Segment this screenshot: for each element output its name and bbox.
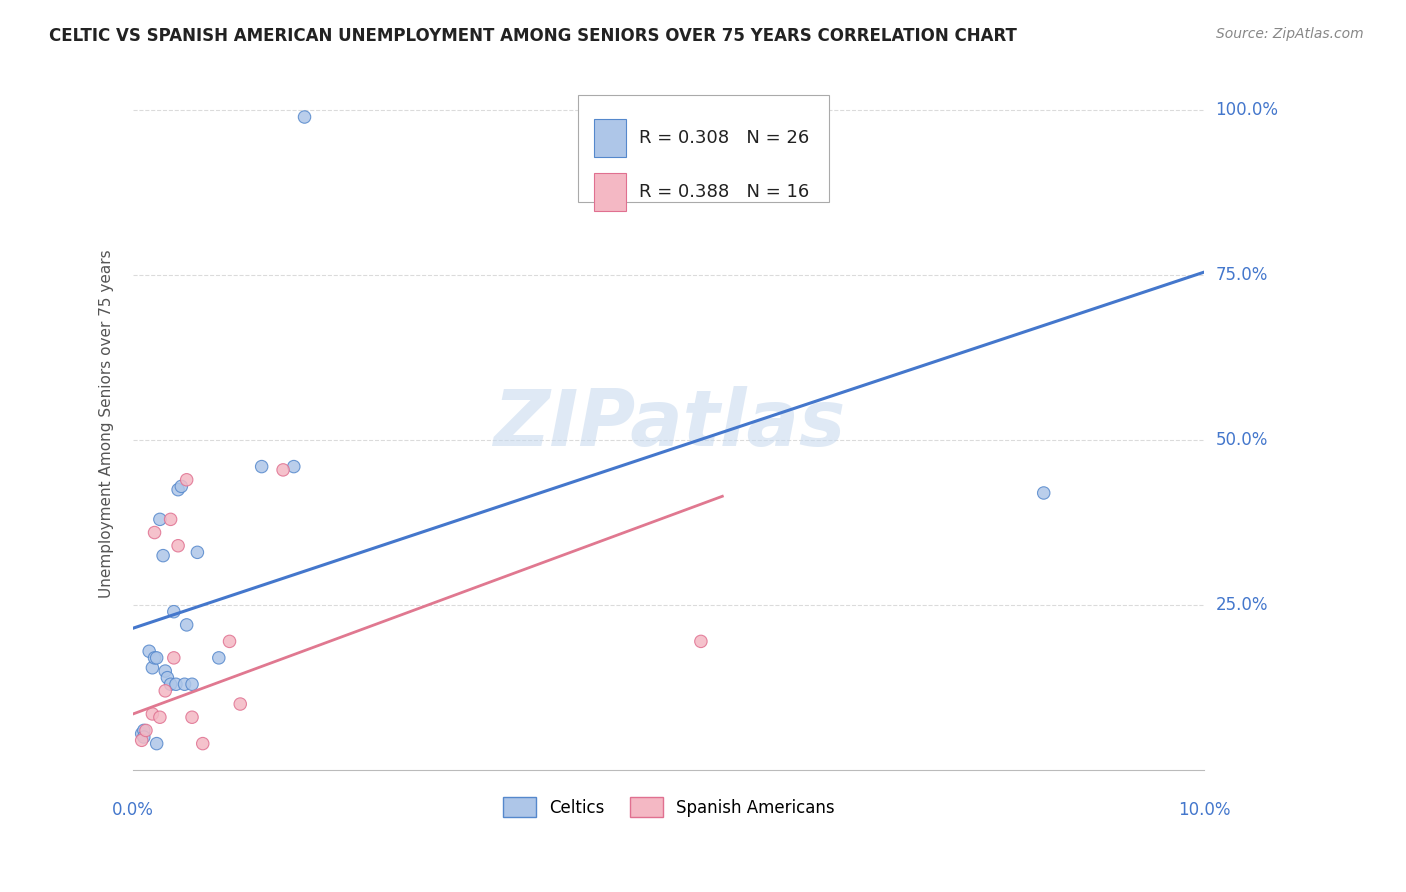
Point bbox=[131, 733, 153, 747]
Text: ZIPatlas: ZIPatlas bbox=[492, 385, 845, 462]
Point bbox=[283, 459, 305, 474]
Point bbox=[132, 723, 155, 738]
Point bbox=[149, 512, 172, 526]
Text: R = 0.308   N = 26: R = 0.308 N = 26 bbox=[638, 129, 808, 147]
Text: 10.0%: 10.0% bbox=[1178, 800, 1230, 819]
Text: 75.0%: 75.0% bbox=[1216, 267, 1268, 285]
Bar bbox=[593, 173, 626, 211]
Text: Source: ZipAtlas.com: Source: ZipAtlas.com bbox=[1216, 27, 1364, 41]
Point bbox=[176, 473, 198, 487]
Text: 25.0%: 25.0% bbox=[1216, 596, 1268, 614]
Point bbox=[690, 634, 713, 648]
Point bbox=[250, 459, 273, 474]
Point bbox=[131, 727, 153, 741]
Point bbox=[159, 677, 181, 691]
Text: 50.0%: 50.0% bbox=[1216, 431, 1268, 450]
Point bbox=[141, 706, 163, 721]
Point bbox=[132, 730, 155, 744]
Point bbox=[149, 710, 172, 724]
Point bbox=[181, 710, 204, 724]
Point bbox=[218, 634, 240, 648]
Point bbox=[271, 463, 294, 477]
Text: 0.0%: 0.0% bbox=[112, 800, 155, 819]
Bar bbox=[593, 119, 626, 157]
Point bbox=[163, 605, 186, 619]
Point bbox=[1032, 486, 1054, 500]
Legend: Celtics, Spanish Americans: Celtics, Spanish Americans bbox=[496, 790, 842, 824]
Text: 100.0%: 100.0% bbox=[1216, 102, 1278, 120]
Point bbox=[159, 512, 181, 526]
Text: R = 0.388   N = 16: R = 0.388 N = 16 bbox=[638, 183, 808, 201]
Point bbox=[145, 737, 167, 751]
Point bbox=[155, 664, 177, 678]
Point bbox=[229, 697, 252, 711]
Point bbox=[145, 651, 167, 665]
Point bbox=[167, 483, 190, 497]
Point bbox=[143, 525, 166, 540]
Point bbox=[156, 671, 179, 685]
Point bbox=[138, 644, 160, 658]
Point bbox=[191, 737, 214, 751]
Point bbox=[135, 723, 157, 738]
Point bbox=[152, 549, 174, 563]
Point bbox=[208, 651, 231, 665]
Point bbox=[176, 618, 198, 632]
Point bbox=[167, 539, 190, 553]
Point bbox=[143, 651, 166, 665]
Point bbox=[141, 661, 163, 675]
Y-axis label: Unemployment Among Seniors over 75 years: Unemployment Among Seniors over 75 years bbox=[100, 250, 114, 598]
FancyBboxPatch shape bbox=[578, 95, 830, 202]
Text: CELTIC VS SPANISH AMERICAN UNEMPLOYMENT AMONG SENIORS OVER 75 YEARS CORRELATION : CELTIC VS SPANISH AMERICAN UNEMPLOYMENT … bbox=[49, 27, 1017, 45]
Point bbox=[186, 545, 208, 559]
Point bbox=[181, 677, 204, 691]
Point bbox=[173, 677, 195, 691]
Point bbox=[163, 651, 186, 665]
Point bbox=[294, 110, 316, 124]
Point bbox=[170, 479, 193, 493]
Point bbox=[155, 683, 177, 698]
Point bbox=[165, 677, 187, 691]
